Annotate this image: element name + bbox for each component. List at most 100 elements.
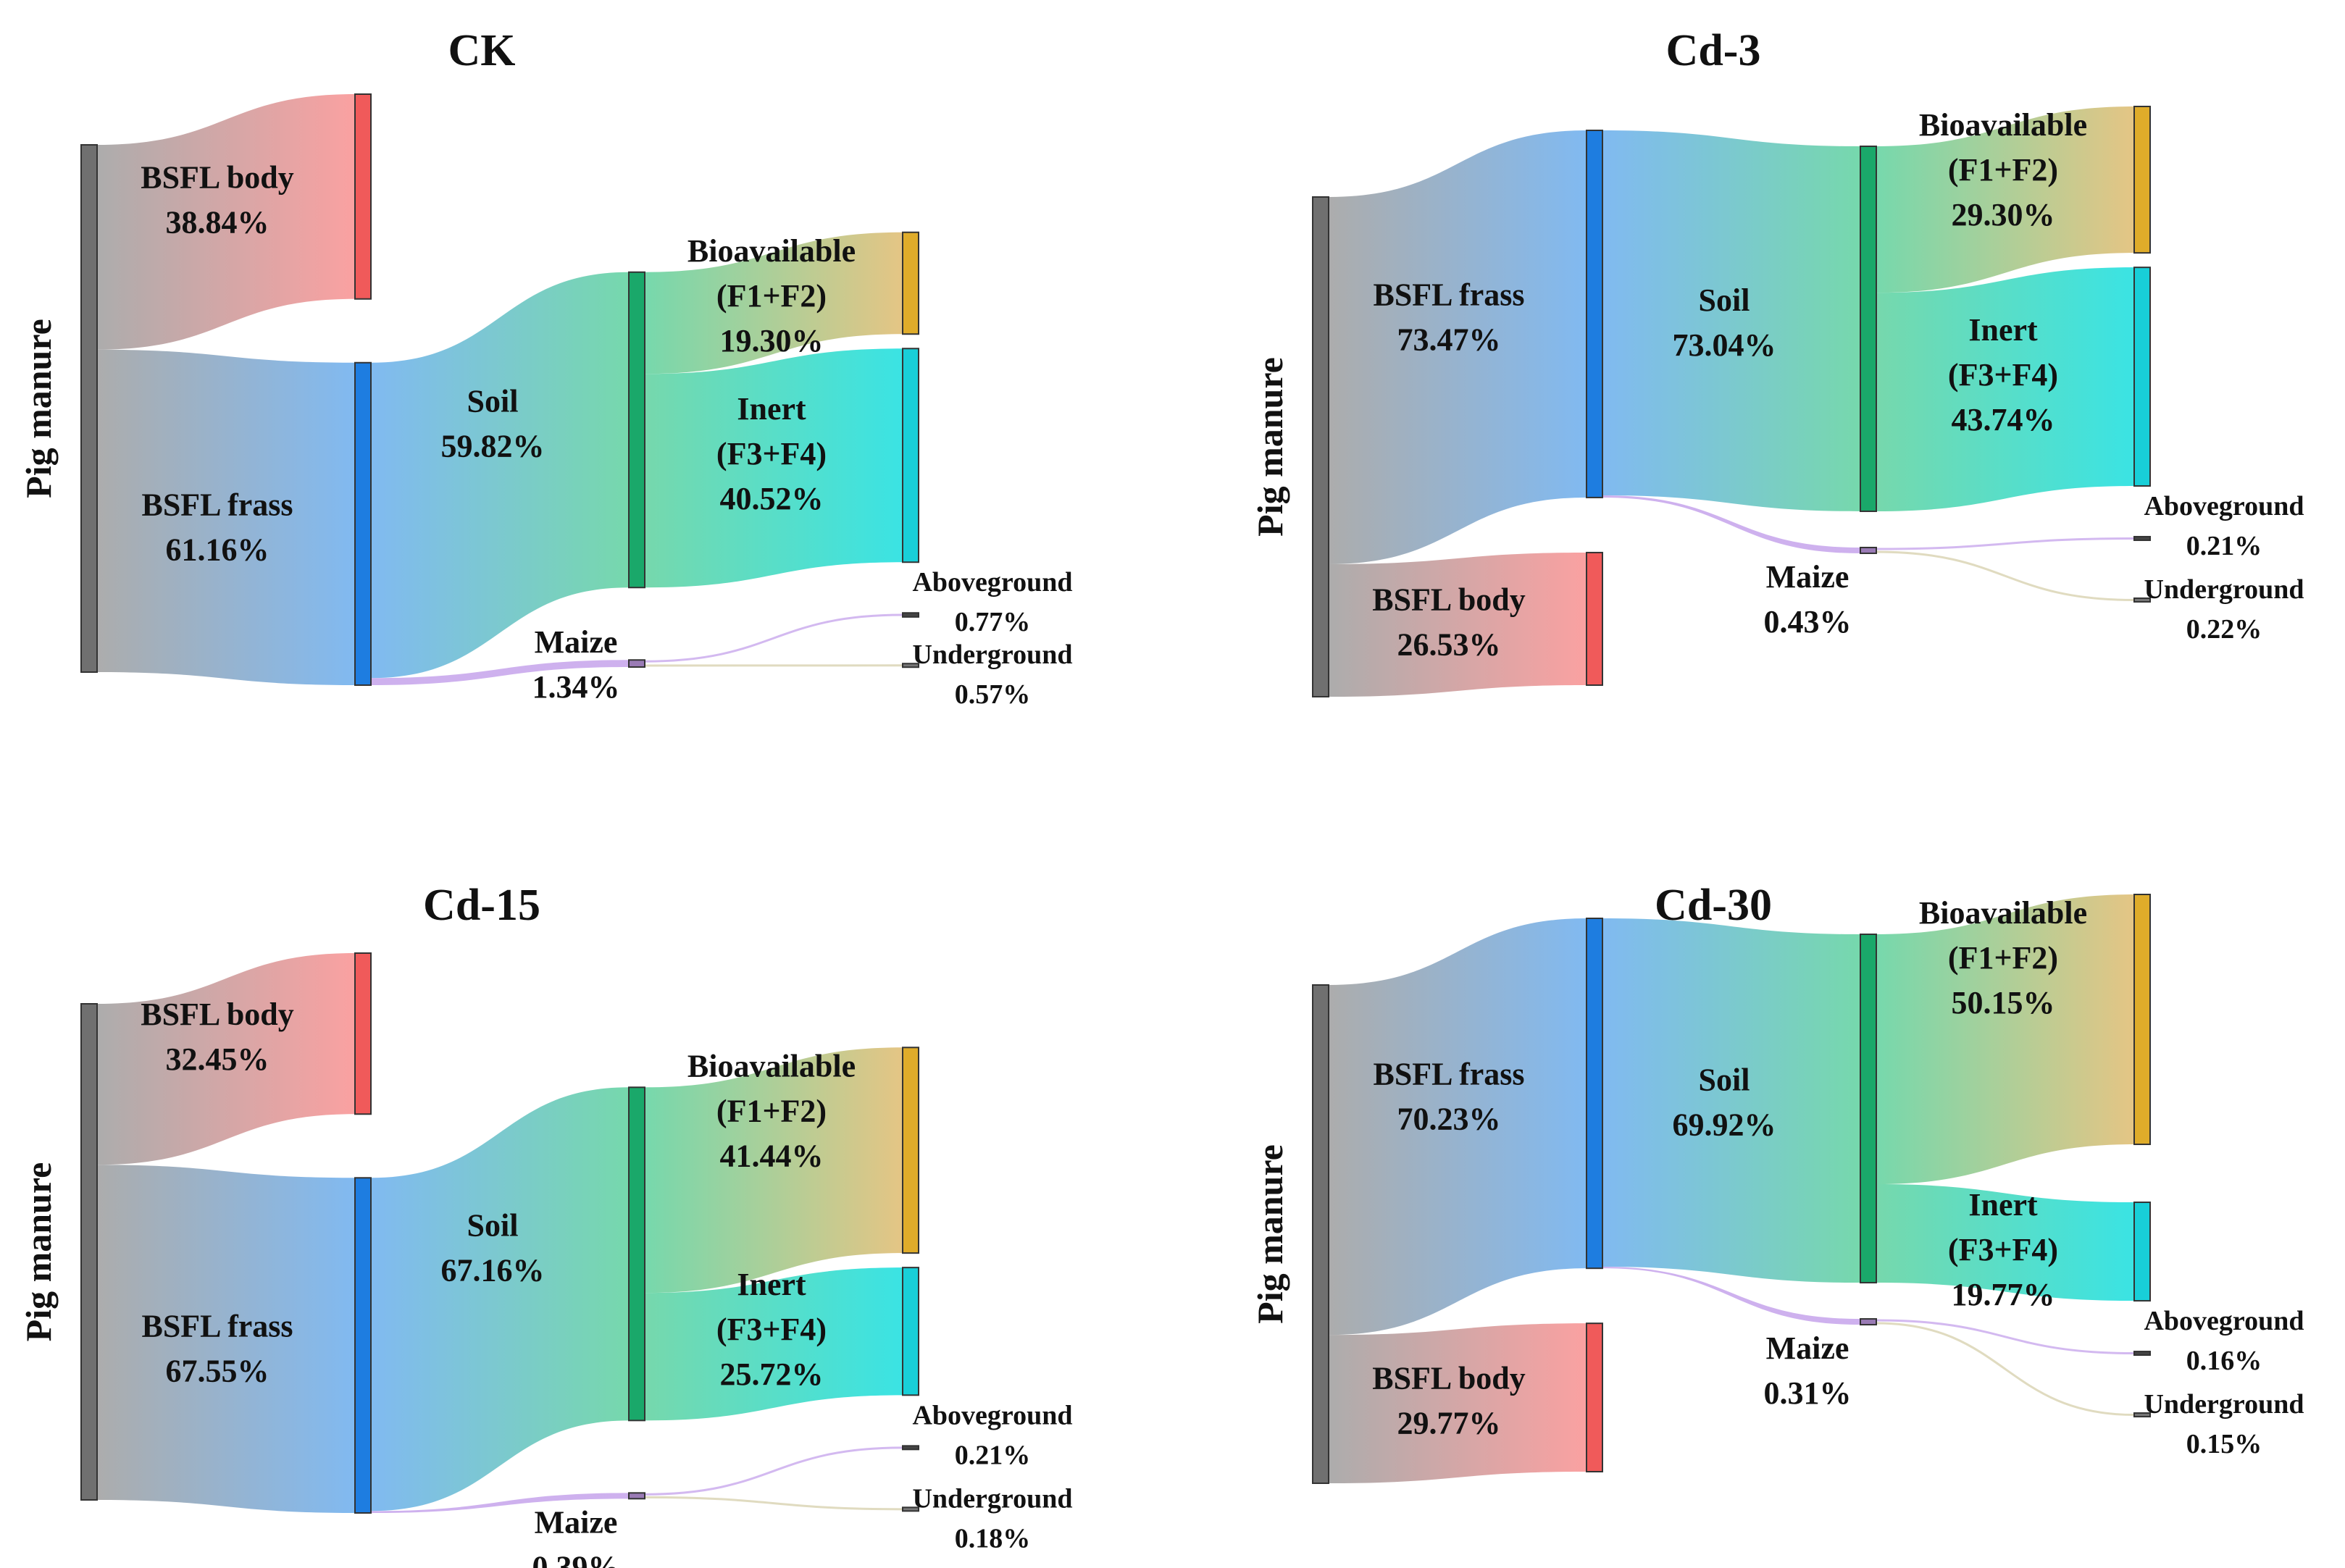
label-maize-value: 0.43% <box>1764 604 1852 640</box>
node-maize <box>1860 1318 1877 1326</box>
label-soil-name: Soil <box>467 1207 519 1243</box>
label-underground-name: Underground <box>2144 1389 2304 1420</box>
node-bsfl-frass <box>1586 918 1603 1270</box>
node-bioavailable <box>2133 894 2151 1146</box>
label-bioavailable-name: Bioavailable <box>1919 895 2087 931</box>
node-bsfl-body <box>354 952 372 1115</box>
label-bsfl-body-name: BSFL body <box>141 997 294 1032</box>
label-aboveground-value: 0.16% <box>2186 1346 2262 1376</box>
label-bioavailable-name: Bioavailable <box>687 1048 856 1083</box>
label-bsfl-frass-value: 73.47% <box>1397 322 1501 357</box>
node-bioavailable <box>2133 106 2151 254</box>
label-underground-name: Underground <box>2144 574 2304 605</box>
label-soil-value: 73.04% <box>1673 327 1776 363</box>
label-bsfl-body-value: 38.84% <box>166 204 269 240</box>
label-bioavailable-subname: (F1+F2) <box>1948 940 2058 976</box>
node-aboveground <box>2133 1351 2151 1357</box>
node-bsfl-frass <box>1586 130 1603 498</box>
label-inert-name: Inert <box>737 391 806 427</box>
label-inert-name: Inert <box>1968 1187 2038 1223</box>
sankey-panel-3: Cd-15 Pig manure BSFL body 32.45% BSFL frass… <box>18 881 1073 1568</box>
label-underground-name: Underground <box>912 1483 1072 1514</box>
flow-maize-to-aboveground <box>644 1446 903 1496</box>
node-aboveground <box>902 1445 919 1451</box>
label-aboveground-value: 0.21% <box>955 1440 1031 1470</box>
label-aboveground-name: Aboveground <box>2144 491 2304 521</box>
node-inert <box>2133 1202 2151 1302</box>
flow-frass-to-maize <box>1602 495 1860 553</box>
y-axis-label: Pig manure <box>18 1162 59 1342</box>
flow-soil-to-inert <box>1876 1184 2134 1301</box>
node-soil <box>628 271 645 589</box>
flow-soil-to-bioavailable <box>1876 106 2134 293</box>
node-maize <box>628 659 645 668</box>
node-bioavailable <box>902 1047 919 1254</box>
label-maize-name: Maize <box>1766 559 1849 595</box>
label-inert-name: Inert <box>1968 312 2038 348</box>
node-pig-manure <box>80 1003 98 1501</box>
label-bioavailable-name: Bioavailable <box>687 233 856 269</box>
label-maize-name: Maize <box>1766 1330 1849 1366</box>
flow-frass-to-maize <box>371 660 629 685</box>
label-bsfl-frass-name: BSFL frass <box>141 487 293 522</box>
flow-soil-to-bioavailable <box>645 232 903 374</box>
node-maize <box>628 1492 645 1500</box>
node-soil <box>628 1086 645 1422</box>
label-underground-name: Underground <box>912 640 1072 670</box>
flow-soil-to-inert <box>1876 267 2134 511</box>
label-soil-value: 59.82% <box>441 429 545 464</box>
label-inert-subname: (F3+F4) <box>1948 357 2058 393</box>
flow-frass-to-soil <box>1602 918 1860 1283</box>
label-bsfl-body-name: BSFL body <box>141 159 294 195</box>
label-maize-value: 1.34% <box>532 669 620 705</box>
node-soil <box>1860 146 1877 512</box>
label-bioavailable-subname: (F1+F2) <box>1948 152 2058 188</box>
label-bsfl-frass-value: 70.23% <box>1397 1102 1501 1137</box>
node-bsfl-body <box>354 93 372 300</box>
node-maize <box>1860 546 1877 554</box>
label-bioavailable-value: 29.30% <box>1952 197 2055 232</box>
label-bioavailable-value: 41.44% <box>720 1138 824 1173</box>
label-bsfl-frass-name: BSFL frass <box>1373 1057 1524 1092</box>
label-inert-subname: (F3+F4) <box>716 1312 827 1347</box>
y-axis-label: Pig manure <box>18 319 59 498</box>
node-underground <box>902 663 919 668</box>
label-bsfl-body-value: 29.77% <box>1397 1406 1501 1441</box>
node-underground <box>2133 597 2151 603</box>
flow-frass-to-maize <box>1602 1267 1860 1325</box>
label-maize-name: Maize <box>535 1504 618 1540</box>
label-aboveground-name: Aboveground <box>912 567 1072 598</box>
label-soil-value: 69.92% <box>1673 1107 1776 1143</box>
label-bsfl-body-name: BSFL body <box>1372 1361 1526 1396</box>
node-underground <box>902 1506 919 1512</box>
label-soil-value: 67.16% <box>441 1252 545 1288</box>
flow-maize-to-underground <box>1876 550 2135 601</box>
flow-soil-to-bioavailable <box>645 1047 903 1294</box>
node-bsfl-body <box>1586 1322 1603 1472</box>
panel-title: Cd-15 <box>423 881 540 930</box>
flow-frass-to-maize <box>371 1493 629 1513</box>
node-soil <box>1860 934 1877 1284</box>
label-bsfl-frass-value: 67.55% <box>166 1354 269 1389</box>
sankey-panel-2: Cd-3 Pig manure BSFL body 26.53% BSFL frass 7… <box>1250 26 2304 697</box>
label-aboveground-value: 0.77% <box>955 607 1031 637</box>
node-bsfl-frass <box>354 361 372 686</box>
label-soil-name: Soil <box>467 384 519 419</box>
label-bsfl-frass-name: BSFL frass <box>141 1309 293 1344</box>
node-pig-manure <box>80 144 98 673</box>
node-aboveground <box>2133 535 2151 541</box>
node-inert <box>2133 267 2151 487</box>
label-inert-name: Inert <box>737 1267 806 1302</box>
label-underground-value: 0.18% <box>955 1523 1031 1554</box>
label-bsfl-body-value: 32.45% <box>166 1041 269 1077</box>
label-soil-name: Soil <box>1699 1062 1750 1098</box>
label-bsfl-frass-value: 61.16% <box>166 532 269 567</box>
panel-title: CK <box>448 26 516 75</box>
node-pig-manure <box>1312 196 1329 697</box>
label-aboveground-name: Aboveground <box>912 1400 1072 1430</box>
flow-maize-to-underground <box>644 1496 903 1511</box>
label-inert-value: 43.74% <box>1952 402 2055 437</box>
flow-manure-to-body <box>1329 552 1587 697</box>
label-bsfl-body-name: BSFL body <box>1372 582 1526 617</box>
